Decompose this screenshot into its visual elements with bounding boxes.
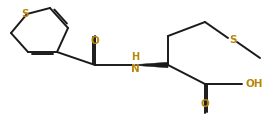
Polygon shape (135, 62, 168, 68)
Text: O: O (91, 36, 99, 46)
Text: H: H (131, 52, 139, 62)
Text: OH: OH (246, 79, 264, 89)
Text: N: N (131, 64, 139, 74)
Text: S: S (229, 35, 237, 45)
Text: S: S (21, 9, 29, 19)
Text: O: O (201, 99, 209, 109)
